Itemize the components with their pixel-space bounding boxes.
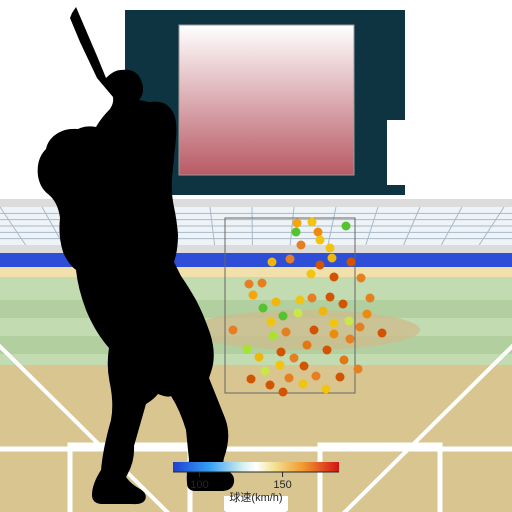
- pitch-marker: [247, 375, 256, 384]
- pitch-marker: [326, 293, 335, 302]
- pitch-marker: [326, 244, 335, 253]
- pitch-marker: [339, 300, 348, 309]
- pitch-marker: [330, 330, 339, 339]
- pitch-marker: [297, 241, 306, 250]
- colorbar-tick-label: 100: [190, 479, 208, 491]
- pitch-marker: [261, 367, 270, 376]
- scoreboard-screen: [179, 25, 354, 175]
- colorbar: [173, 462, 339, 472]
- pitch-marker: [363, 310, 372, 319]
- pitch-marker: [356, 323, 365, 332]
- pitch-marker: [330, 319, 339, 328]
- pitch-marker: [342, 222, 351, 231]
- pitch-marker: [314, 228, 323, 237]
- pitch-marker: [279, 388, 288, 397]
- pitch-marker: [312, 372, 321, 381]
- pitch-marker: [268, 258, 277, 267]
- pitch-marker: [310, 326, 319, 335]
- pitch-marker: [277, 348, 286, 357]
- pitch-marker: [245, 280, 254, 289]
- pitch-marker: [328, 254, 337, 263]
- pitch-marker: [347, 258, 356, 267]
- pitch-marker: [293, 219, 302, 228]
- pitch-marker: [259, 304, 268, 313]
- pitch-marker: [357, 274, 366, 283]
- pitch-marker: [296, 296, 305, 305]
- pitch-marker: [276, 361, 285, 370]
- pitch-marker: [300, 362, 309, 371]
- pitch-marker: [308, 218, 317, 227]
- pitch-location-chart: 100 150球速(km/h): [0, 0, 512, 512]
- pitch-marker: [255, 353, 264, 362]
- pitch-marker: [285, 374, 294, 383]
- pitch-marker: [286, 255, 295, 264]
- pitch-marker: [307, 270, 316, 279]
- pitch-marker: [319, 307, 328, 316]
- pitch-marker: [316, 261, 325, 270]
- pitch-marker: [258, 279, 267, 288]
- pitch-marker: [323, 346, 332, 355]
- pitch-marker: [292, 228, 301, 237]
- pitch-marker: [249, 291, 258, 300]
- chart-svg: 100 150球速(km/h): [0, 0, 512, 512]
- pitch-marker: [267, 318, 276, 327]
- pitch-marker: [378, 329, 387, 338]
- pitch-marker: [346, 335, 355, 344]
- pitch-marker: [322, 385, 331, 394]
- pitch-marker: [294, 309, 303, 318]
- infield-dirt: [0, 365, 512, 512]
- pitch-marker: [272, 298, 281, 307]
- pitch-marker: [340, 356, 349, 365]
- pitch-marker: [345, 317, 354, 326]
- pitch-marker: [336, 373, 345, 382]
- pitch-marker: [269, 332, 278, 341]
- pitch-marker: [229, 326, 238, 335]
- pitch-marker: [266, 381, 275, 390]
- colorbar-axis-label: 球速(km/h): [229, 490, 282, 504]
- pitch-marker: [282, 328, 291, 337]
- pitch-marker: [330, 273, 339, 282]
- pitch-marker: [290, 354, 299, 363]
- colorbar-tick-label: 150: [273, 479, 291, 491]
- pitch-marker: [316, 236, 325, 245]
- pitch-marker: [243, 345, 252, 354]
- pitch-marker: [366, 294, 375, 303]
- pitch-marker: [303, 341, 312, 350]
- pitch-marker: [279, 312, 288, 321]
- pitch-marker: [299, 380, 308, 389]
- pitch-marker: [308, 294, 317, 303]
- pitch-marker: [354, 365, 363, 374]
